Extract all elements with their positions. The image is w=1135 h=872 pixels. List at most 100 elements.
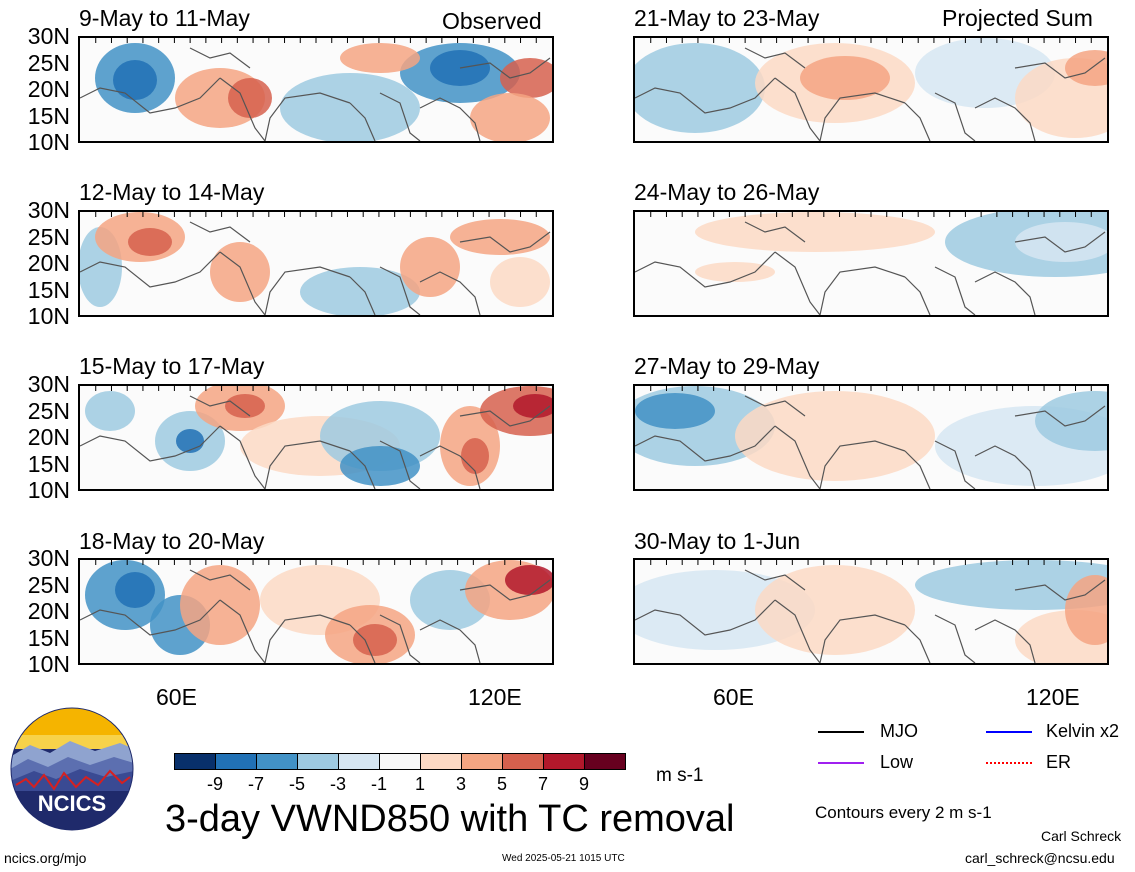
coastline <box>219 251 266 315</box>
anomaly-map <box>635 212 1107 315</box>
legend-line-er <box>986 762 1032 764</box>
coastline <box>974 619 1036 663</box>
colorbar-swatch <box>338 753 380 770</box>
lat-label: 10N <box>27 129 70 155</box>
coastline <box>264 614 351 663</box>
anomaly-region <box>500 58 552 98</box>
colorbar-swatch <box>502 753 544 770</box>
lat-label: 20N <box>27 76 70 102</box>
coastline <box>264 440 351 489</box>
coastline <box>819 266 906 315</box>
coastline <box>635 251 776 288</box>
anomaly-region <box>113 60 157 100</box>
anomaly-region <box>300 267 420 315</box>
coastline <box>974 271 1036 315</box>
coastline <box>974 97 1036 141</box>
projected-map-panel-4 <box>633 558 1109 665</box>
anomaly-region <box>210 242 270 302</box>
coastline <box>264 266 351 315</box>
coastline <box>379 92 421 141</box>
coastline <box>744 569 806 591</box>
colorbar-swatch <box>215 753 257 770</box>
anomaly-region <box>635 43 765 133</box>
coastline <box>219 425 266 489</box>
coastline <box>904 624 931 663</box>
coastline <box>934 614 976 663</box>
coastline <box>379 614 421 663</box>
lat-label: 15N <box>27 450 70 477</box>
anomaly-map <box>635 38 1107 141</box>
panel-title-obs-4: 18-May to 20-May <box>79 528 265 554</box>
anomaly-region <box>180 565 260 645</box>
legend-label-er: ER <box>1046 752 1072 772</box>
lat-label: 25N <box>27 397 70 424</box>
anomaly-region <box>470 93 550 141</box>
colorbar-label: 3 <box>455 774 466 794</box>
coastline <box>219 77 266 141</box>
coastline <box>459 231 551 253</box>
coastline <box>80 599 221 636</box>
colorbar-swatch <box>461 753 503 770</box>
observed-label: Observed <box>442 8 542 34</box>
coastline <box>189 47 251 69</box>
anomaly-region <box>85 391 135 431</box>
colorbar-label: 9 <box>578 774 589 794</box>
main-title: 3-day VWND850 with TC removal <box>165 798 735 840</box>
colorbar-swatch <box>256 753 298 770</box>
coastline <box>189 395 251 417</box>
lat-label: 30N <box>27 23 70 49</box>
coastline <box>635 599 776 636</box>
panel-title-proj-2: 24-May to 26-May <box>634 179 820 205</box>
panel-title-obs-3: 15-May to 17-May <box>79 353 265 379</box>
colorbar-label: 5 <box>496 774 507 794</box>
lat-label: 25N <box>27 49 70 76</box>
lat-label: 20N <box>27 424 70 450</box>
legend-line-low <box>818 762 864 764</box>
coastline <box>774 425 821 489</box>
observed-map-panel-1 <box>78 36 554 143</box>
anomaly-map <box>635 560 1107 663</box>
anomaly-region <box>1015 222 1107 262</box>
anomaly-region <box>695 212 935 252</box>
coastline <box>459 57 551 79</box>
coastline <box>189 569 251 591</box>
coastline <box>635 425 776 462</box>
footer-url[interactable]: ncics.org/mjo <box>4 850 87 866</box>
colorbar-swatch <box>379 753 421 770</box>
anomaly-region <box>128 228 172 256</box>
lat-label: 30N <box>27 371 70 397</box>
anomaly-region <box>735 391 935 481</box>
anomaly-region <box>755 565 915 655</box>
coastline <box>419 97 481 141</box>
coastline <box>419 445 481 489</box>
colorbar-swatch <box>420 753 462 770</box>
projected-map-panel-3 <box>633 384 1109 491</box>
footer-email[interactable]: carl_schreck@ncsu.edu <box>965 850 1115 866</box>
ncics-logo-text: NCICS <box>37 791 107 816</box>
lat-label: 20N <box>27 598 70 624</box>
panel-title-proj-1: 21-May to 23-May <box>634 5 820 31</box>
coastline <box>379 440 421 489</box>
coastline <box>419 271 481 315</box>
anomaly-region <box>353 624 397 656</box>
anomaly-region <box>450 219 550 255</box>
panel-title-proj-3: 27-May to 29-May <box>634 353 820 379</box>
anomaly-map <box>80 386 552 489</box>
coastline <box>934 92 976 141</box>
lon-label-60e-left: 60E <box>156 684 197 710</box>
anomaly-region <box>635 393 715 429</box>
projected-sum-label: Projected Sum <box>942 5 1093 31</box>
lon-label-120e-left: 120E <box>468 684 522 710</box>
coastline <box>744 395 806 417</box>
legend-line-mjo <box>818 731 864 733</box>
anomaly-region <box>695 262 775 282</box>
coastline <box>349 624 376 663</box>
coastline <box>80 77 221 114</box>
colorbar-label: -9 <box>206 774 223 794</box>
lat-label: 20N <box>27 250 70 276</box>
colorbar-label: -7 <box>247 774 264 794</box>
coastline <box>819 440 906 489</box>
coastline <box>1014 579 1106 601</box>
footer-timestamp: Wed 2025-05-21 1015 UTC <box>502 853 625 864</box>
lat-label: 10N <box>27 303 70 329</box>
